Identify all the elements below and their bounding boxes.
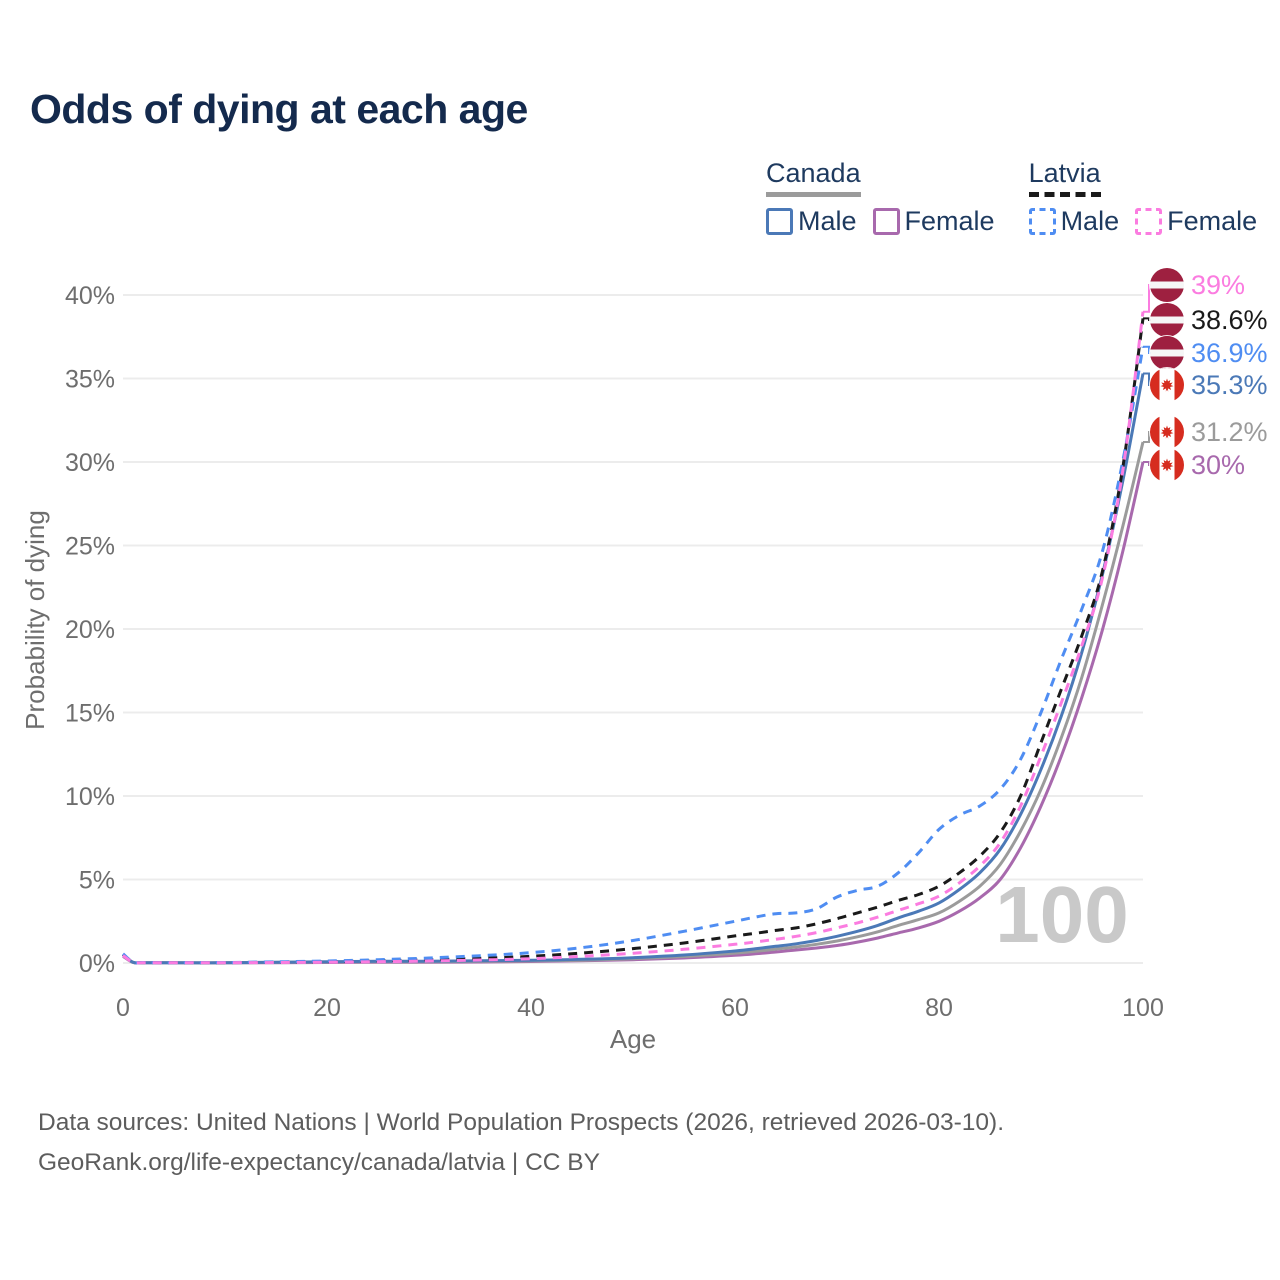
latvia-flag-icon [1150, 303, 1184, 337]
footer: Data sources: United Nations | World Pop… [38, 1103, 1004, 1183]
end-label-latvia_male[interactable]: 36.9% [1150, 335, 1268, 371]
legend-country-latvia[interactable]: Latvia [1028, 158, 1101, 197]
end-label-value: 38.6% [1191, 304, 1268, 335]
legend-item-label: Female [904, 206, 995, 236]
latvia-flag-icon [1150, 336, 1184, 370]
footer-attribution: GeoRank.org/life-expectancy/canada/latvi… [38, 1149, 600, 1176]
y-tick-label: 30% [65, 449, 115, 477]
legend: Canada Male Female Latvia Male [766, 158, 1257, 237]
end-label-value: 31.2% [1191, 416, 1268, 447]
y-tick-label: 35% [65, 366, 115, 394]
canada-flag-icon [1150, 415, 1184, 449]
maple-leaf-icon [1160, 425, 1174, 439]
legend-group-canada: Canada Male Female [766, 158, 995, 237]
legend-item-label: Male [1060, 206, 1120, 236]
page-title: Odds of dying at each age [30, 86, 528, 132]
legend-item-latvia-female[interactable]: Female [1135, 206, 1257, 237]
series-line-latvia_male[interactable] [122, 346, 1145, 965]
y-tick-label: 5% [79, 867, 115, 895]
series-line-latvia_both[interactable] [122, 318, 1145, 965]
latvia-flag-icon [1150, 268, 1184, 302]
end-label-canada_both[interactable]: 31.2% [1150, 414, 1268, 450]
x-tick-label: 80 [925, 994, 953, 1022]
y-tick-label: 20% [65, 616, 115, 644]
y-tick-label: 40% [65, 282, 115, 310]
legend-item-latvia-male[interactable]: Male [1028, 206, 1120, 237]
x-tick-label: 60 [721, 994, 749, 1022]
end-label-value: 39% [1191, 269, 1246, 300]
canada-flag-icon [1150, 368, 1184, 402]
x-axis-title: Age [610, 1024, 656, 1054]
legend-country-canada[interactable]: Canada [766, 158, 861, 197]
footer-sources: Data sources: United Nations | World Pop… [38, 1109, 1005, 1136]
y-tick-label: 25% [65, 533, 115, 561]
end-label-latvia_female[interactable]: 39% [1150, 267, 1245, 303]
age-counter-watermark: 100 [995, 870, 1128, 959]
canada-male-swatch-icon [766, 208, 793, 235]
legend-item-canada-female[interactable]: Female [872, 206, 995, 237]
legend-item-canada-male[interactable]: Male [766, 206, 857, 237]
end-label-value: 35.3% [1191, 369, 1268, 400]
y-tick-label: 0% [79, 950, 115, 978]
end-label-value: 30% [1191, 449, 1246, 480]
x-tick-label: 20 [313, 994, 341, 1022]
maple-leaf-icon [1160, 378, 1174, 392]
canada-female-swatch-icon [872, 208, 900, 235]
latvia-female-swatch-icon [1135, 208, 1163, 235]
end-label-value: 36.9% [1191, 337, 1268, 368]
y-axis-title: Probability of dying [20, 510, 50, 730]
series-line-latvia_female[interactable] [122, 311, 1145, 965]
legend-group-latvia: Latvia Male Female [1028, 158, 1257, 237]
end-label-canada_male[interactable]: 35.3% [1150, 367, 1268, 403]
x-tick-label: 100 [1122, 994, 1164, 1022]
y-tick-label: 10% [65, 783, 115, 811]
y-tick-label: 15% [65, 700, 115, 728]
series-line-canada_both[interactable] [122, 441, 1145, 965]
latvia-male-swatch-icon [1028, 208, 1056, 235]
legend-items-latvia: Male Female [1028, 206, 1257, 237]
legend-item-label: Male [798, 206, 857, 236]
end-label-canada_female[interactable]: 30% [1150, 447, 1245, 483]
end-label-latvia_both[interactable]: 38.6% [1150, 302, 1268, 338]
legend-item-label: Female [1167, 206, 1258, 236]
legend-items-canada: Male Female [766, 206, 995, 237]
x-tick-label: 0 [116, 994, 130, 1022]
maple-leaf-icon [1160, 458, 1174, 472]
x-tick-label: 40 [517, 994, 545, 1022]
canada-flag-icon [1150, 448, 1184, 482]
